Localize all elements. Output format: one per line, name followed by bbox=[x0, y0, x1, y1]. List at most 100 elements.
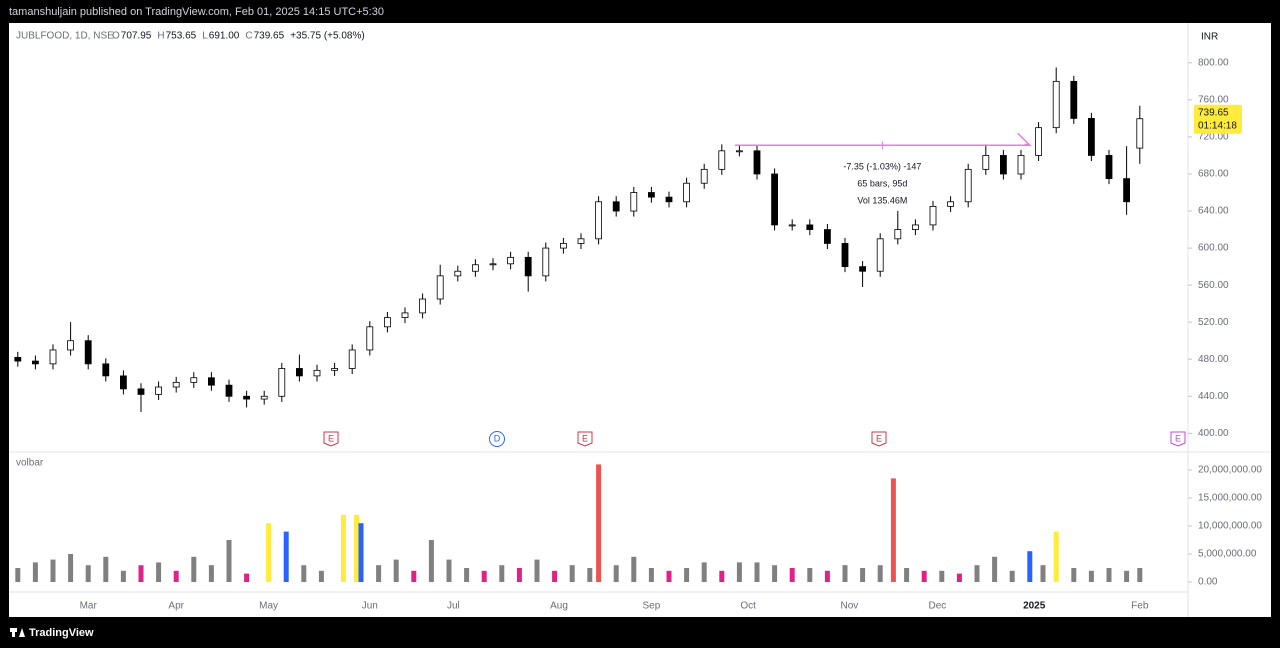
measure-text: Vol 135.46M bbox=[857, 196, 907, 206]
candle-body bbox=[172, 381, 180, 388]
candle-body bbox=[295, 368, 303, 377]
chart-area bbox=[9, 23, 1271, 617]
x-tick-label: 2025 bbox=[1023, 601, 1046, 612]
legend-value: 691.00 bbox=[209, 31, 240, 42]
volume-bar bbox=[842, 565, 848, 582]
candle-body bbox=[278, 368, 286, 397]
candle-body bbox=[1052, 80, 1060, 129]
volume-bar bbox=[208, 565, 214, 582]
legend-value: 707.95 bbox=[121, 31, 152, 42]
volume-bar bbox=[411, 570, 417, 582]
candle-body bbox=[753, 150, 761, 175]
event-label: E bbox=[876, 433, 882, 443]
volume-bar bbox=[15, 568, 21, 582]
candle-body bbox=[507, 256, 515, 265]
volume-bar bbox=[877, 565, 883, 582]
logo-mark bbox=[19, 628, 25, 637]
candle-body bbox=[313, 369, 321, 377]
x-tick-label: Feb bbox=[1131, 601, 1149, 612]
candle-body bbox=[700, 168, 708, 184]
volume-bar bbox=[1124, 570, 1130, 582]
x-tick-label: Jul bbox=[447, 601, 460, 612]
price-tick-label: 760.00 bbox=[1198, 95, 1229, 106]
candle-body bbox=[788, 224, 796, 227]
volume-bar bbox=[266, 523, 272, 582]
volume-bar bbox=[569, 565, 575, 582]
volume-tick-label: 20,000,000.00 bbox=[1198, 465, 1262, 476]
logo-mark bbox=[12, 628, 15, 637]
event-marker[interactable] bbox=[871, 431, 887, 447]
candle-body bbox=[489, 263, 497, 266]
volume-bar bbox=[50, 559, 56, 582]
volume-bar bbox=[32, 562, 38, 582]
symbol: JUBLFOOD, 1D, NSE bbox=[16, 31, 114, 42]
legend-change: +35.75 (+5.08%) bbox=[290, 31, 365, 42]
volume-bar bbox=[684, 568, 690, 582]
volume-bar bbox=[499, 565, 505, 582]
candle-body bbox=[454, 270, 462, 277]
volume-bar bbox=[772, 565, 778, 582]
candle-body bbox=[929, 205, 937, 226]
volume-bar bbox=[446, 559, 452, 582]
currency: INR bbox=[1201, 32, 1218, 43]
volume-bar bbox=[860, 568, 866, 582]
candle-body bbox=[683, 182, 690, 203]
candle-body bbox=[665, 196, 673, 203]
volume-bar bbox=[890, 478, 896, 582]
candle-body bbox=[436, 275, 444, 300]
volume-bar bbox=[1071, 568, 1077, 582]
volume-bar bbox=[992, 556, 998, 582]
candle-body bbox=[964, 168, 972, 203]
event-label: E bbox=[328, 433, 334, 443]
footer bbox=[0, 618, 1280, 648]
volume-bar bbox=[666, 570, 672, 582]
volume-bar bbox=[1027, 551, 1033, 582]
price-tick-label: 720.00 bbox=[1198, 132, 1229, 143]
volume-bar bbox=[516, 568, 522, 582]
event-marker[interactable] bbox=[577, 431, 593, 447]
last-price-box bbox=[1194, 104, 1242, 134]
volume-bar bbox=[120, 570, 126, 582]
legend-values: O 707.95 H 753.65 L 691.00 C 739.65 +35.75 (+5.0… bbox=[112, 31, 365, 42]
volume-bar bbox=[103, 556, 109, 582]
event-marker[interactable] bbox=[323, 431, 339, 447]
candle-body bbox=[1070, 80, 1078, 119]
volume-bar bbox=[173, 570, 179, 582]
candle-body bbox=[577, 238, 585, 244]
volume-tick-label: 15,000,000.00 bbox=[1198, 493, 1262, 504]
candle-body bbox=[331, 368, 339, 371]
candle-body bbox=[49, 349, 57, 365]
volume-bar bbox=[754, 562, 760, 582]
x-tick-label: Jun bbox=[362, 601, 378, 612]
event-marker[interactable] bbox=[1170, 431, 1186, 447]
volume-bar bbox=[648, 568, 654, 582]
volume-tick-label: 0.00 bbox=[1198, 577, 1218, 588]
event-label: E bbox=[582, 433, 588, 443]
volume-bar bbox=[428, 540, 434, 582]
candle-body bbox=[894, 229, 902, 240]
volume-bar bbox=[587, 568, 593, 582]
candle-body bbox=[84, 340, 92, 365]
event-marker[interactable] bbox=[489, 431, 505, 447]
candle-body bbox=[560, 243, 567, 249]
volume-bar bbox=[789, 568, 795, 582]
volume-bar bbox=[85, 565, 91, 582]
volume-bar bbox=[1088, 570, 1094, 582]
event-label: E bbox=[1175, 433, 1181, 443]
candle-body bbox=[120, 375, 127, 390]
volume-bar bbox=[156, 562, 162, 582]
volume-bar bbox=[807, 568, 813, 582]
candle-body bbox=[630, 192, 638, 212]
measure-text: 65 bars, 95d bbox=[857, 179, 907, 189]
volume-bar bbox=[464, 568, 470, 582]
candle-body bbox=[207, 377, 215, 386]
candle-body bbox=[419, 298, 427, 314]
candle-body bbox=[102, 363, 110, 377]
candle-body bbox=[1035, 127, 1042, 156]
candle-body bbox=[190, 377, 198, 383]
event-label: D bbox=[494, 433, 501, 443]
candle-body bbox=[348, 349, 356, 369]
candle-body bbox=[471, 264, 479, 272]
volume-bar bbox=[719, 570, 725, 582]
volume-bar bbox=[481, 570, 487, 582]
